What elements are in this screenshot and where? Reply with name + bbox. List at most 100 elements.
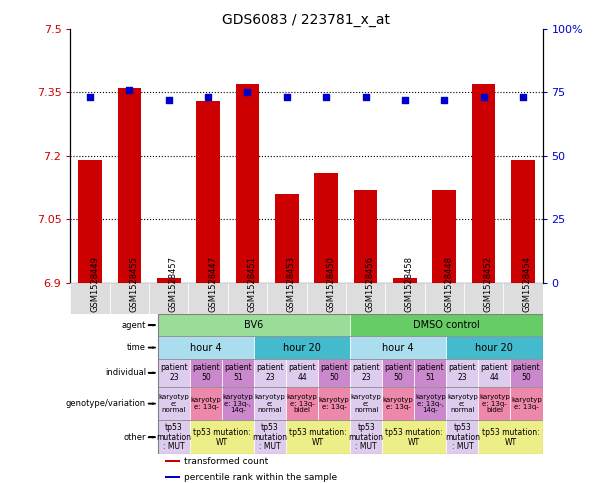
Bar — [314, 172, 338, 283]
Bar — [424, 283, 464, 314]
Text: patient
23: patient 23 — [256, 363, 284, 382]
Bar — [414, 359, 446, 387]
Bar — [222, 359, 254, 387]
Text: patient
50: patient 50 — [384, 363, 412, 382]
Text: GSM1528455: GSM1528455 — [129, 256, 139, 312]
Bar — [165, 476, 180, 478]
Text: hour 4: hour 4 — [383, 342, 414, 353]
Text: other: other — [123, 433, 146, 442]
Bar — [478, 387, 511, 420]
Point — [282, 94, 292, 101]
Text: genotype/variation: genotype/variation — [66, 399, 146, 408]
Bar — [254, 420, 286, 454]
Text: karyotyp
e:
normal: karyotyp e: normal — [254, 394, 286, 413]
Text: tp53
mutation
: MUT: tp53 mutation : MUT — [349, 423, 384, 452]
Bar — [286, 359, 318, 387]
Bar — [350, 314, 543, 336]
Point — [321, 94, 331, 101]
Bar — [78, 160, 102, 283]
Point — [164, 96, 173, 104]
Point — [479, 94, 489, 101]
Bar — [189, 283, 228, 314]
Bar — [446, 336, 543, 359]
Text: patient
44: patient 44 — [481, 363, 508, 382]
FancyArrow shape — [148, 372, 156, 373]
Text: karyotyp
e: 13q-: karyotyp e: 13q- — [383, 398, 414, 410]
FancyArrow shape — [148, 347, 156, 348]
Point — [360, 94, 370, 101]
Text: patient
50: patient 50 — [321, 363, 348, 382]
Bar — [503, 283, 543, 314]
Bar — [267, 283, 306, 314]
Bar — [511, 387, 543, 420]
Bar — [432, 189, 456, 283]
Bar — [158, 420, 190, 454]
Text: DMSO control: DMSO control — [413, 320, 480, 330]
Text: patient
23: patient 23 — [160, 363, 188, 382]
Text: percentile rank within the sample: percentile rank within the sample — [184, 473, 337, 482]
Bar — [275, 194, 299, 283]
Bar — [158, 314, 350, 336]
Text: karyotyp
e:
normal: karyotyp e: normal — [159, 394, 189, 413]
Bar — [158, 336, 254, 359]
Bar — [471, 84, 495, 283]
Text: BV6: BV6 — [245, 320, 264, 330]
Bar — [414, 387, 446, 420]
Bar — [254, 336, 350, 359]
Bar — [346, 283, 385, 314]
Text: tp53
mutation
: MUT: tp53 mutation : MUT — [156, 423, 191, 452]
Text: karyotyp
e: 13q-: karyotyp e: 13q- — [319, 398, 349, 410]
Text: GSM1528451: GSM1528451 — [248, 256, 256, 312]
Text: GSM1528448: GSM1528448 — [444, 256, 453, 312]
Text: GSM1528450: GSM1528450 — [326, 256, 335, 312]
Point — [518, 94, 528, 101]
Bar — [190, 387, 222, 420]
Bar — [350, 359, 383, 387]
Title: GDS6083 / 223781_x_at: GDS6083 / 223781_x_at — [223, 13, 390, 27]
Text: tp53
mutation
: MUT: tp53 mutation : MUT — [253, 423, 287, 452]
Bar — [158, 359, 190, 387]
Point — [440, 96, 449, 104]
Text: hour 4: hour 4 — [190, 342, 222, 353]
Point — [204, 94, 213, 101]
Bar — [110, 283, 149, 314]
Point — [85, 94, 95, 101]
Bar — [464, 283, 503, 314]
Text: tp53 mutation:
WT: tp53 mutation: WT — [386, 428, 443, 447]
Bar — [190, 359, 222, 387]
Bar — [478, 420, 543, 454]
Text: tp53 mutation:
WT: tp53 mutation: WT — [193, 428, 251, 447]
Bar — [383, 387, 414, 420]
Text: hour 20: hour 20 — [283, 342, 321, 353]
Bar — [385, 283, 424, 314]
Text: tp53 mutation:
WT: tp53 mutation: WT — [289, 428, 347, 447]
Point — [243, 88, 253, 96]
FancyArrow shape — [148, 437, 156, 438]
Bar — [383, 359, 414, 387]
Bar — [383, 420, 446, 454]
Bar — [446, 387, 478, 420]
Bar — [286, 387, 318, 420]
Text: time: time — [127, 343, 146, 352]
Bar — [149, 283, 189, 314]
Text: GSM1528453: GSM1528453 — [287, 256, 296, 312]
Text: karyotyp
e: 13q-,
14q-: karyotyp e: 13q-, 14q- — [223, 394, 253, 413]
Text: karyotyp
e:
normal: karyotyp e: normal — [447, 394, 478, 413]
Bar — [157, 278, 181, 283]
Text: tp53 mutation:
WT: tp53 mutation: WT — [482, 428, 539, 447]
Bar — [286, 420, 350, 454]
Text: karyotyp
e: 13q-: karyotyp e: 13q- — [511, 398, 542, 410]
Text: individual: individual — [105, 368, 146, 377]
Bar — [511, 160, 535, 283]
Text: patient
23: patient 23 — [449, 363, 476, 382]
Bar — [222, 387, 254, 420]
Bar — [254, 359, 286, 387]
Text: tp53
mutation
: MUT: tp53 mutation : MUT — [445, 423, 480, 452]
Point — [400, 96, 409, 104]
Text: patient
50: patient 50 — [512, 363, 540, 382]
Bar — [118, 88, 141, 283]
Text: hour 20: hour 20 — [476, 342, 513, 353]
Bar — [306, 283, 346, 314]
Point — [124, 86, 134, 94]
Text: GSM1528447: GSM1528447 — [208, 256, 217, 312]
